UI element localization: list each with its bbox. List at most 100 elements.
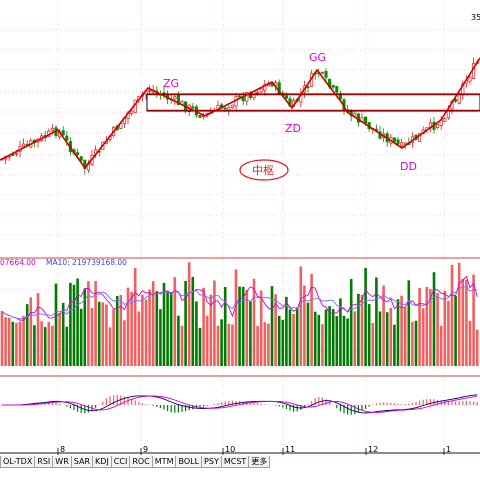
stroke-lines xyxy=(0,57,480,170)
volume-bar xyxy=(205,315,209,366)
tab-wr[interactable]: WR xyxy=(52,456,72,468)
volume-bar xyxy=(130,291,133,366)
tab-psy[interactable]: PSY xyxy=(201,456,222,468)
volume-bar xyxy=(148,289,151,366)
volume-bar xyxy=(141,294,144,366)
candle-body xyxy=(238,95,242,98)
volume-bar xyxy=(223,287,227,366)
tab-boll[interactable]: BOLL xyxy=(175,456,203,468)
volume-bar xyxy=(151,281,155,366)
volume-bar xyxy=(403,307,407,366)
volume-bar xyxy=(335,316,339,366)
volume-bar xyxy=(389,307,393,366)
volume-bar xyxy=(112,309,115,366)
candle-body xyxy=(11,154,15,156)
macd-panel xyxy=(2,394,478,415)
volume-bar xyxy=(195,301,198,366)
volume-bar xyxy=(180,325,184,366)
candle-body xyxy=(79,156,83,161)
zg-label: ZG xyxy=(163,77,179,90)
volume-bar xyxy=(202,287,205,366)
tab-rsi[interactable]: RSI xyxy=(34,456,54,468)
tab-roc[interactable]: ROC xyxy=(129,456,153,468)
macd-dea-line xyxy=(2,395,478,413)
tab-more[interactable]: 更多 xyxy=(248,456,271,468)
x-tick-label: 10 xyxy=(225,445,235,454)
volume-bar xyxy=(241,286,245,366)
volume-bar xyxy=(133,268,137,366)
volume-bar xyxy=(90,307,94,366)
volume-bar xyxy=(317,314,321,366)
volume-bar xyxy=(267,323,270,366)
candle-body xyxy=(396,139,400,145)
volume-bar xyxy=(306,302,310,366)
volume-bar xyxy=(310,274,313,366)
tab-mtm[interactable]: MTM xyxy=(151,456,177,468)
candle-body xyxy=(198,115,202,118)
tab-cci[interactable]: CCI xyxy=(110,456,131,468)
candle-body xyxy=(173,96,177,100)
x-tick-label: 1 xyxy=(446,445,451,454)
volume-bar xyxy=(155,291,159,366)
volume-bar xyxy=(169,292,173,366)
volume-bar xyxy=(191,276,195,366)
volume-bar xyxy=(252,278,256,366)
volume-bar xyxy=(259,290,263,366)
volume-bar xyxy=(357,293,360,366)
volume-bar xyxy=(184,280,187,366)
volume-bar xyxy=(101,302,105,366)
volume-bar xyxy=(346,318,349,366)
tab-ol-tdx[interactable]: OL-TDX xyxy=(0,456,36,468)
volume-bar xyxy=(213,280,216,366)
volume-bar xyxy=(187,262,191,366)
volume-bar xyxy=(295,307,299,366)
stroke-polyline xyxy=(0,57,480,170)
x-tick-label: 12 xyxy=(368,445,378,454)
pivot-box xyxy=(146,93,480,112)
volume-bar xyxy=(270,286,274,366)
indicator-tabs: OL-TDX RSI WR SAR KDJ CCI ROC MTM BOLL PSY MCST 更多 xyxy=(0,456,271,468)
volume-bar xyxy=(123,320,126,366)
volume-bar xyxy=(457,262,461,366)
volume-bar xyxy=(7,317,11,366)
volume-bar xyxy=(468,320,472,366)
x-tick-label: 11 xyxy=(285,445,295,454)
volume-ma10-line xyxy=(1,285,478,320)
volume-bar xyxy=(324,309,328,366)
volume-bar xyxy=(331,309,335,366)
volume-bar xyxy=(245,290,249,366)
candle-body xyxy=(245,92,249,102)
volume-bar xyxy=(263,322,267,366)
volume-bar xyxy=(119,294,123,366)
tab-mcst[interactable]: MCST xyxy=(220,456,250,468)
candle-body xyxy=(263,84,267,91)
x-axis: 8 9 10 11 12 1 xyxy=(0,445,480,455)
candle-body xyxy=(148,90,152,92)
tab-sar[interactable]: SAR xyxy=(70,456,94,468)
grid-lines xyxy=(0,0,480,454)
candle-body xyxy=(274,81,278,86)
volume-bar xyxy=(61,302,65,366)
volume-bar xyxy=(162,282,166,366)
macd-dif-line xyxy=(2,394,478,414)
volume-bar xyxy=(144,299,148,366)
volume-ma10-label: MA10: 219739168.00 xyxy=(46,258,127,267)
gg-label: GG xyxy=(309,51,326,64)
tab-kdj[interactable]: KDJ xyxy=(92,456,112,468)
volume-bar xyxy=(249,301,252,366)
volume-bar xyxy=(472,274,475,366)
volume-bar xyxy=(238,286,241,366)
volume-bar xyxy=(231,324,234,366)
candle-body xyxy=(457,94,461,104)
volume-bar xyxy=(166,291,169,366)
volume-bar xyxy=(94,280,97,366)
volume-bar xyxy=(198,327,202,366)
candle-body xyxy=(403,142,407,145)
pivot-label: 中枢 xyxy=(252,163,274,177)
corner-label: 35 xyxy=(471,13,480,22)
candle-body xyxy=(364,116,368,124)
volume-bar xyxy=(299,266,303,366)
volume-bar xyxy=(360,294,364,366)
volume-bar xyxy=(313,311,317,366)
